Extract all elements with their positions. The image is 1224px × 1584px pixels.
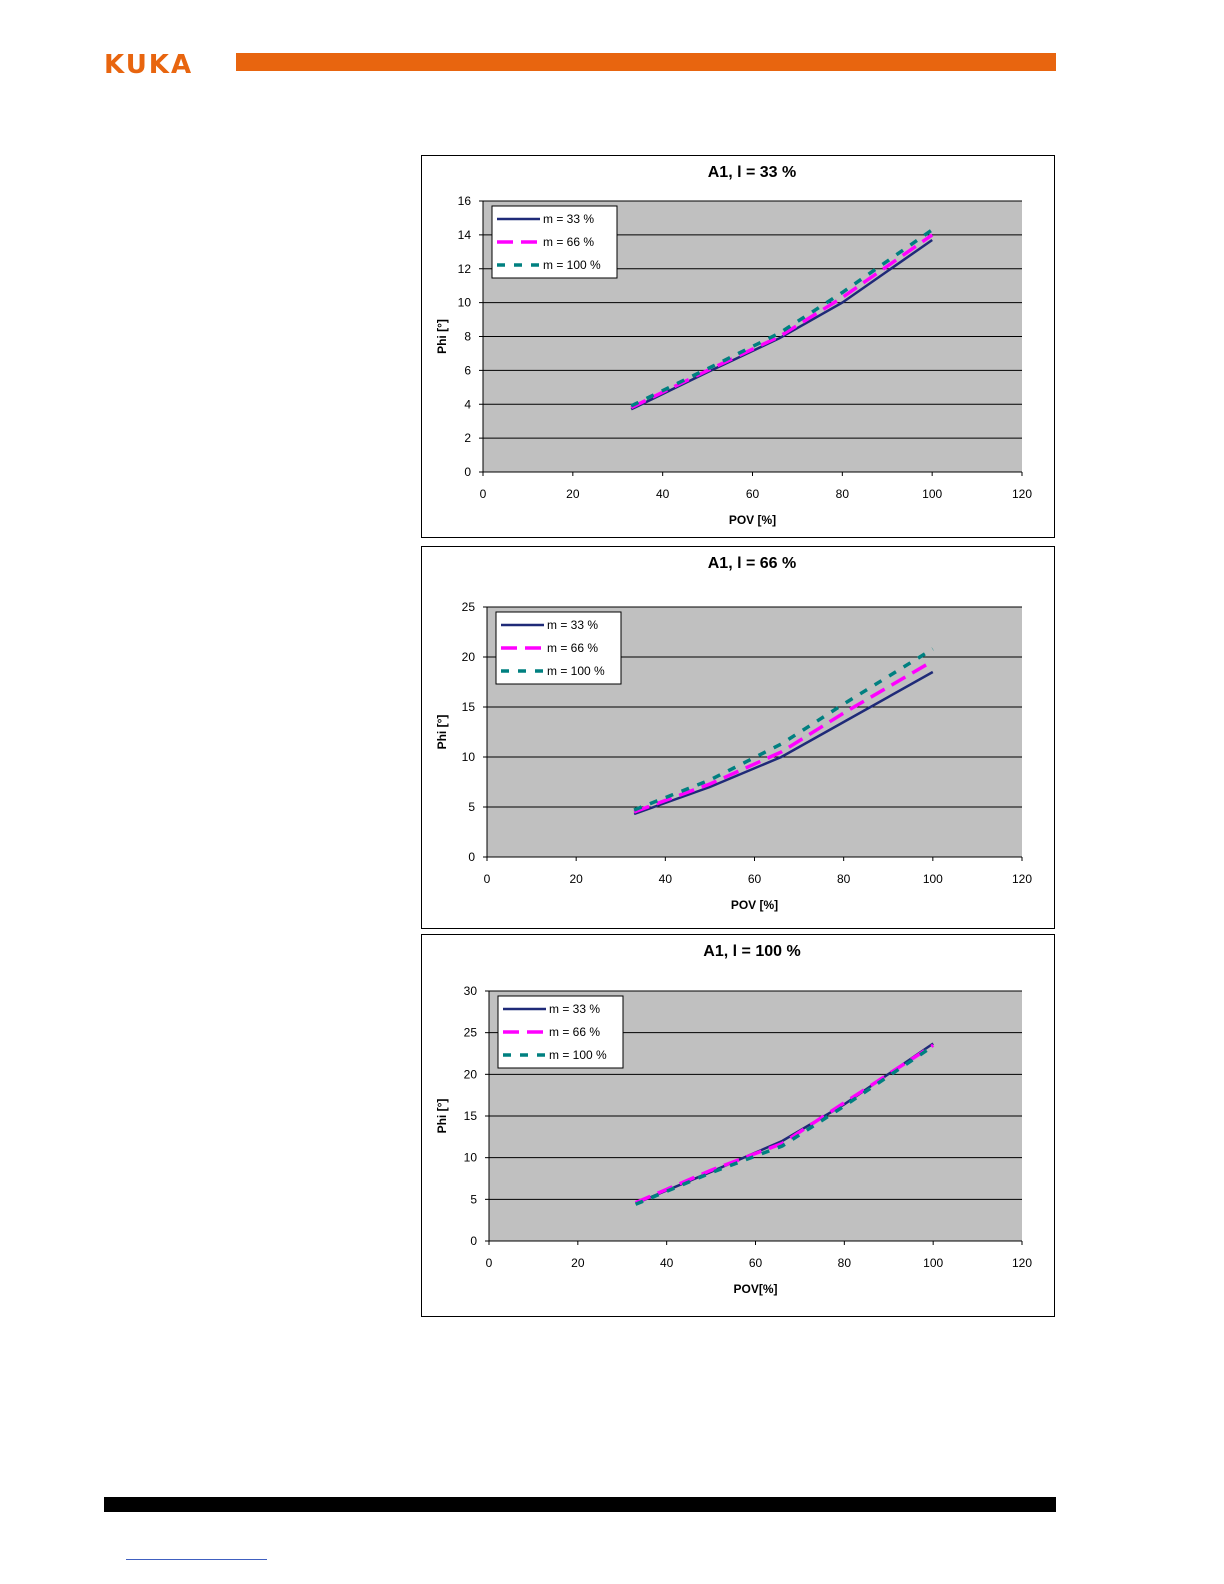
- y-axis-title: Phi [°]: [435, 715, 449, 750]
- chart-svg: A1, l = 66 % 0 5 10 15 20 25 0 20 40 60 80 100 120 POV…: [435, 555, 1032, 912]
- y-tick-label: 5: [468, 800, 475, 814]
- y-tick-label: 20: [462, 650, 476, 664]
- chart-a1-l33: A1, l = 33 % 0 2 4 6 8 10 12 14 16 0 20 40 60 80 100 120…: [421, 155, 1055, 538]
- series-line-1: [633, 670, 934, 816]
- chart-title: A1, l = 33 %: [708, 164, 797, 181]
- legend-label: m = 66 %: [549, 1025, 600, 1039]
- series-line-3: [634, 1044, 935, 1206]
- x-tick-label: 80: [837, 872, 851, 886]
- series-line-2: [634, 1043, 935, 1205]
- x-tick-label: 0: [480, 487, 487, 501]
- y-tick-label: 10: [464, 1151, 478, 1165]
- header-bar: [236, 53, 1056, 71]
- y-tick-label: 10: [462, 750, 476, 764]
- legend-label: m = 33 %: [547, 618, 598, 632]
- legend: m = 33 % m = 66 % m = 100 %: [497, 995, 624, 1069]
- y-tick-label: 12: [458, 262, 472, 276]
- footer-bar: [104, 1497, 1056, 1512]
- chart-title: A1, l = 100 %: [703, 943, 800, 960]
- y-tick-label: 5: [470, 1192, 477, 1206]
- y-tick-label: 30: [464, 984, 478, 998]
- x-tick-label: 60: [746, 487, 760, 501]
- legend-label: m = 100 %: [549, 1048, 607, 1062]
- y-tick-label: 25: [464, 1026, 478, 1040]
- y-tick-label: 0: [464, 465, 471, 479]
- chart-a1-l66: A1, l = 66 % 0 5 10 15 20 25 0 20 40 60 80 100 120 POV…: [421, 546, 1055, 929]
- x-axis-title: POV[%]: [733, 1282, 777, 1296]
- y-tick-label: 10: [458, 296, 472, 310]
- series-line-3: [630, 228, 934, 408]
- x-tick-label: 120: [1012, 872, 1032, 886]
- x-tick-label: 20: [569, 872, 583, 886]
- x-tick-label: 80: [838, 1256, 852, 1270]
- legend-label: m = 33 %: [549, 1002, 600, 1016]
- y-tick-label: 14: [458, 228, 472, 242]
- x-tick-label: 60: [748, 872, 762, 886]
- x-tick-label: 40: [656, 487, 670, 501]
- kuka-logo: KUKA: [104, 50, 194, 80]
- legend-label: m = 66 %: [547, 641, 598, 655]
- chart-title: A1, l = 66 %: [708, 555, 797, 572]
- footer-link-underline: [126, 1559, 267, 1560]
- x-tick-label: 40: [659, 872, 673, 886]
- x-tick-label: 0: [484, 872, 491, 886]
- x-tick-label: 80: [836, 487, 850, 501]
- chart-svg: A1, l = 33 % 0 2 4 6 8 10 12 14 16 0 20 40 60 80 100 120…: [435, 164, 1032, 527]
- x-axis-title: POV [%]: [731, 898, 778, 912]
- series-line-3: [633, 647, 934, 812]
- y-axis-title: Phi [°]: [435, 1099, 449, 1134]
- x-tick-label: 100: [922, 487, 942, 501]
- legend-label: m = 100 %: [543, 258, 601, 272]
- x-tick-label: 40: [660, 1256, 674, 1270]
- y-tick-label: 15: [462, 700, 476, 714]
- x-tick-label: 20: [571, 1256, 585, 1270]
- x-tick-label: 120: [1012, 1256, 1032, 1270]
- y-tick-label: 0: [470, 1234, 477, 1248]
- x-tick-label: 120: [1012, 487, 1032, 501]
- y-tick-label: 4: [464, 397, 471, 411]
- legend-label: m = 33 %: [543, 212, 594, 226]
- y-tick-label: 0: [468, 850, 475, 864]
- x-tick-label: 20: [566, 487, 580, 501]
- y-axis-title: Phi [°]: [435, 319, 449, 354]
- y-tick-label: 8: [464, 330, 471, 344]
- y-tick-label: 6: [464, 363, 471, 377]
- x-tick-label: 60: [749, 1256, 763, 1270]
- series-line-2: [633, 659, 934, 814]
- chart-a1-l100: A1, l = 100 % 0 5 10 15 20 25 30 0 20 40 60 80 100 120…: [421, 934, 1055, 1317]
- y-tick-label: 16: [458, 194, 472, 208]
- legend-label: m = 100 %: [547, 664, 605, 678]
- x-tick-label: 0: [486, 1256, 493, 1270]
- x-axis-title: POV [%]: [729, 513, 776, 527]
- legend: m = 33 % m = 66 % m = 100 %: [491, 205, 618, 279]
- x-tick-label: 100: [923, 1256, 943, 1270]
- x-tick-label: 100: [923, 872, 943, 886]
- legend: m = 33 % m = 66 % m = 100 %: [495, 611, 622, 685]
- y-tick-label: 15: [464, 1109, 478, 1123]
- y-tick-label: 20: [464, 1067, 478, 1081]
- y-tick-label: 25: [462, 600, 476, 614]
- chart-svg: A1, l = 100 % 0 5 10 15 20 25 30 0 20 40 60 80 100 120…: [435, 943, 1032, 1296]
- legend-label: m = 66 %: [543, 235, 594, 249]
- y-tick-label: 2: [464, 431, 471, 445]
